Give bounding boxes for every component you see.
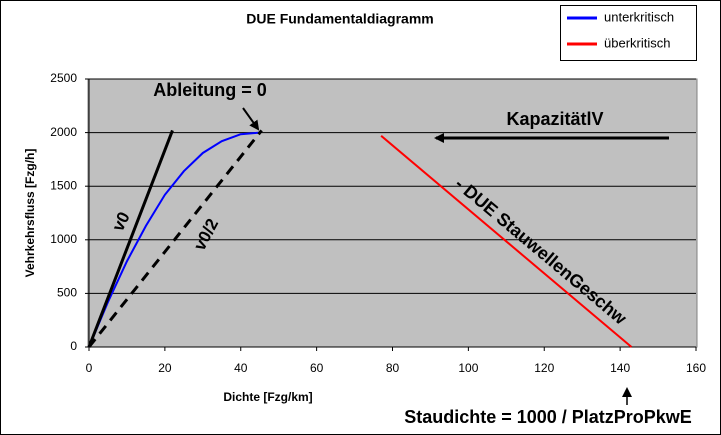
y-tick-label: 2500 <box>50 71 77 85</box>
y-tick-label: 1000 <box>50 232 77 246</box>
x-tick-label: 100 <box>458 361 478 375</box>
annotation: KapazitätlV <box>506 109 603 129</box>
y-axis-label: Vehrkehrsfluss [Fzg/h] <box>23 149 37 278</box>
y-tick-label: 1500 <box>50 178 77 192</box>
annotation-arrow <box>242 107 260 131</box>
y-tick-label: 2000 <box>50 125 77 139</box>
legend-label: überkritisch <box>604 35 670 50</box>
series-line <box>88 131 260 348</box>
x-tick-label: 0 <box>86 361 93 375</box>
x-tick-label: 20 <box>158 361 172 375</box>
x-tick-label: 80 <box>386 361 400 375</box>
x-tick-label: 60 <box>310 361 324 375</box>
x-tick-label: 140 <box>610 361 630 375</box>
chart-title: DUE Fundamentaldiagramm <box>246 11 433 27</box>
annotation: Ableitung = 0 <box>153 80 267 100</box>
x-tick-label: 40 <box>234 361 248 375</box>
y-tick-label: 500 <box>57 286 77 300</box>
legend <box>560 5 697 61</box>
legend-label: unterkritisch <box>604 9 674 24</box>
reference-line <box>87 129 263 348</box>
annotation: Staudichte = 1000 / PlatzProPkwE <box>404 407 692 427</box>
reference-line <box>87 129 174 348</box>
plot-area <box>87 78 698 348</box>
x-tick-label: 160 <box>686 361 706 375</box>
series-line <box>380 135 633 348</box>
x-tick-label: 120 <box>534 361 554 375</box>
y-tick-label: 0 <box>70 339 77 353</box>
x-axis-label: Dichte [Fzg/km] <box>223 390 312 404</box>
